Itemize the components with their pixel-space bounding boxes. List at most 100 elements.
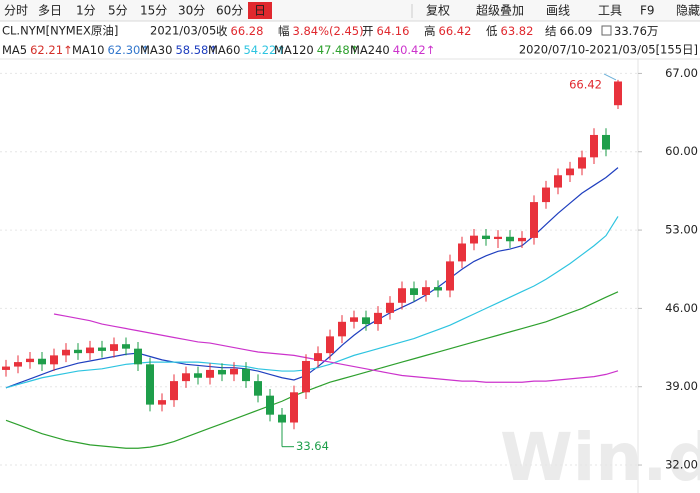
candle-body <box>614 81 622 106</box>
candle-body <box>422 287 430 295</box>
high-pointer <box>603 73 617 81</box>
quote-label: 幅 <box>278 24 290 38</box>
quote-value: 63.82 <box>501 24 534 38</box>
candle-body <box>50 355 58 365</box>
ma-value: 62.21↑ <box>30 43 73 57</box>
candle-body <box>254 381 262 396</box>
candle-body <box>542 187 550 203</box>
candle-body <box>482 235 490 240</box>
high-annotation: 66.42 <box>569 77 602 91</box>
candle-body <box>458 243 466 262</box>
quote-label: 低 <box>486 24 498 38</box>
candle-body <box>62 349 70 356</box>
quote-value: 66.42 <box>439 24 472 38</box>
ma-name: MA240 <box>350 43 390 57</box>
tab[interactable]: 60分 <box>216 4 243 18</box>
y-tick-label: 32.00 <box>665 458 698 472</box>
candle-body <box>350 317 358 322</box>
ma-line <box>53 313 619 383</box>
quote-value: 3.84%(2.45) <box>293 24 364 38</box>
ma-name: MA120 <box>274 43 314 57</box>
candle-body <box>410 288 418 295</box>
candle-body <box>386 302 394 313</box>
candle-body <box>98 347 106 351</box>
tool-button[interactable]: 画线 <box>546 4 570 18</box>
ma-value: 62.30↑ <box>107 43 150 57</box>
quote-field: 结 66.09 <box>545 24 592 38</box>
tab[interactable]: 日 <box>254 4 266 18</box>
candle-body <box>554 175 562 188</box>
ma-legend: MA5 62.21↑ <box>2 43 73 57</box>
candle-body <box>494 236 502 240</box>
candle-body <box>602 134 610 150</box>
quote-label: 收 <box>216 24 228 38</box>
candle-body <box>578 157 586 169</box>
quote-label: 高 <box>424 24 436 38</box>
candle-body <box>2 366 10 370</box>
watermark: Win.d <box>500 419 700 493</box>
y-tick-label: 46.00 <box>665 301 698 315</box>
quote-field: 低 63.82 <box>486 24 533 38</box>
candle-body <box>38 358 46 365</box>
candle-body <box>206 369 214 378</box>
tool-button[interactable]: F9 <box>640 4 655 18</box>
ma-value: 40.42↑ <box>393 43 436 57</box>
candle-body <box>266 395 274 415</box>
y-tick-label: 39.00 <box>665 379 698 393</box>
quote-field: 开 64.16 <box>362 24 409 38</box>
candle-body <box>518 237 526 242</box>
ma-legend: MA240 40.42↑ <box>350 43 435 57</box>
tab[interactable]: 15分 <box>140 4 167 18</box>
candle-body <box>110 344 118 351</box>
ma-value: 58.58↑ <box>175 43 218 57</box>
candle-body <box>146 364 154 405</box>
tab[interactable]: 多日 <box>38 4 62 18</box>
candle-body <box>446 261 454 291</box>
candle-body <box>302 360 310 393</box>
candle-body <box>326 336 334 354</box>
tool-button[interactable]: 工具 <box>598 4 622 18</box>
date: 2021/03/05 <box>150 24 216 38</box>
tab[interactable]: 30分 <box>178 4 205 18</box>
quote-field: 收 66.28 <box>216 24 263 38</box>
tab[interactable]: 1分 <box>76 4 96 18</box>
tab[interactable]: 分时 <box>4 4 28 18</box>
quote-value: 66.28 <box>231 24 264 38</box>
candle-body <box>566 168 574 176</box>
volume-icon <box>601 25 612 36</box>
candle-body <box>242 368 250 382</box>
candle-body <box>218 369 226 375</box>
candle-body <box>158 400 166 405</box>
tab-selected-bg <box>248 2 272 19</box>
candle-body <box>278 414 286 423</box>
candle-body <box>134 348 142 365</box>
ma-name: MA60 <box>208 43 240 57</box>
ma-value: 47.48↑ <box>317 43 360 57</box>
low-annotation: 33.64 <box>296 439 329 453</box>
y-tick-label: 67.00 <box>665 66 698 80</box>
quote-value: 66.09 <box>560 24 593 38</box>
candle-body <box>338 321 346 337</box>
quote-field: 33.76万 <box>614 24 658 38</box>
ma-legend: MA10 62.30↑ <box>72 43 150 57</box>
candle-body <box>530 202 538 238</box>
candle-body <box>14 362 22 367</box>
candle-body <box>122 344 130 349</box>
tab[interactable]: 5分 <box>108 4 128 18</box>
candle-body <box>362 317 370 325</box>
ma-legend: MA30 58.58↑ <box>140 43 218 57</box>
candle-body <box>26 358 34 363</box>
symbol: CL.NYM[NYMEX原油] <box>2 24 118 38</box>
ma-line <box>5 167 619 389</box>
ma-name: MA10 <box>72 43 104 57</box>
tool-button[interactable]: 隐藏 <box>676 4 700 18</box>
candle-body <box>470 235 478 244</box>
ma-legend: MA120 47.48↑ <box>274 43 359 57</box>
candle-body <box>434 287 442 291</box>
tool-button[interactable]: 超级叠加 <box>476 3 524 18</box>
tool-button[interactable]: 复权 <box>426 4 450 18</box>
quote-label: 结 <box>545 24 557 38</box>
candle-body <box>290 392 298 423</box>
candle-body <box>314 353 322 361</box>
candle-body <box>230 368 238 375</box>
